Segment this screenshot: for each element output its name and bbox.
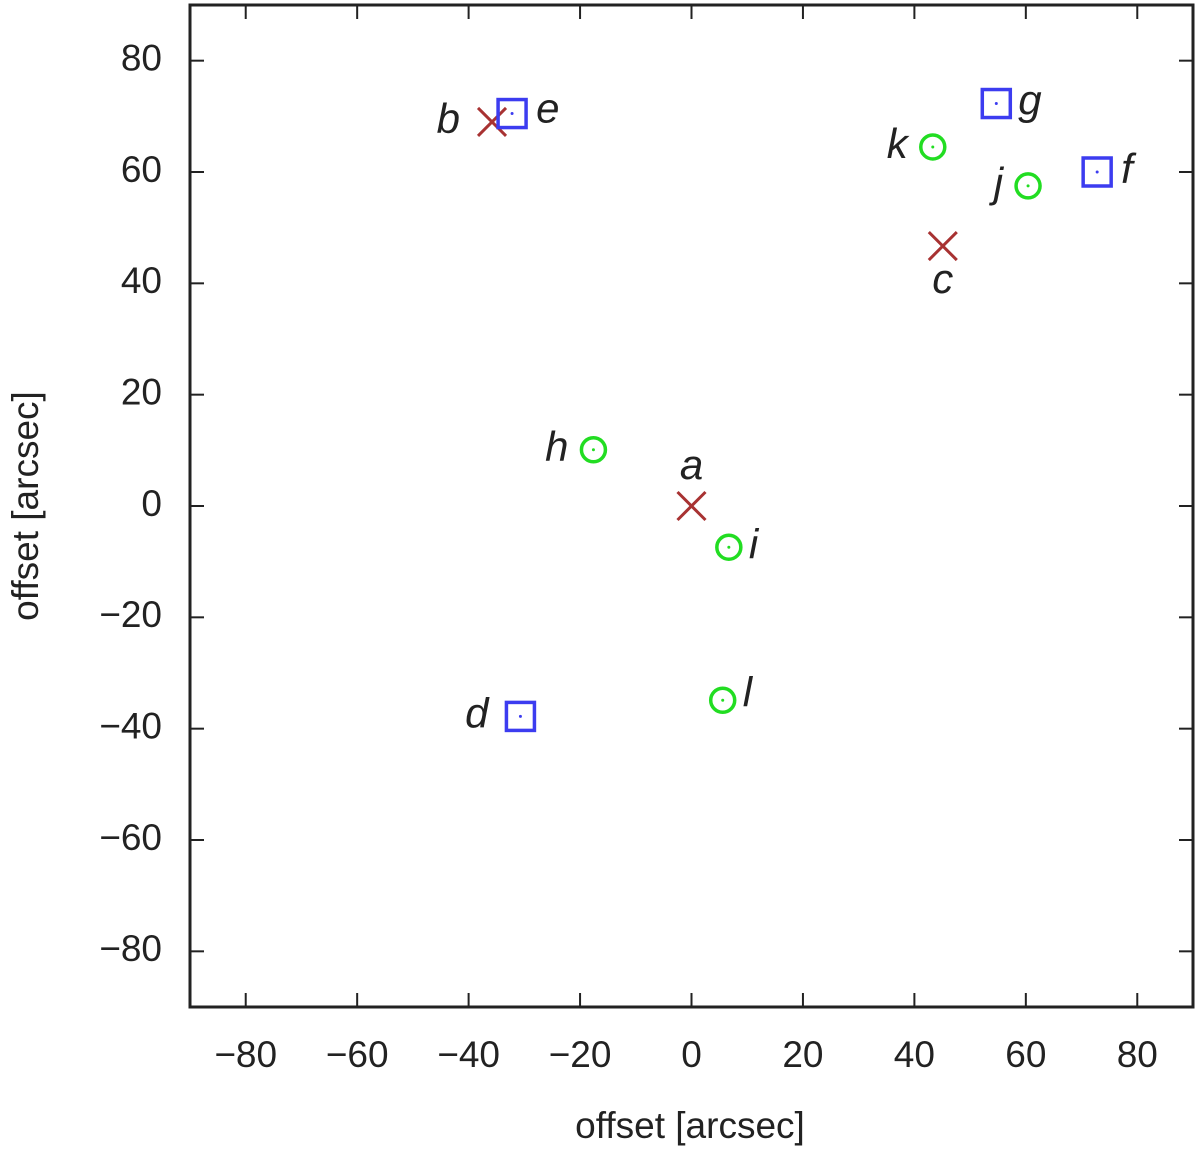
- center-dot: [931, 145, 935, 149]
- y-tick-label: 0: [141, 483, 162, 524]
- circle-marker: [1014, 172, 1042, 200]
- point-label: e: [536, 85, 559, 132]
- point: [927, 230, 958, 262]
- center-dot: [518, 714, 522, 718]
- center-dot: [1095, 170, 1099, 174]
- circle-marker: [579, 436, 608, 464]
- point: [476, 106, 508, 137]
- square-marker: [496, 97, 528, 130]
- point: [715, 533, 743, 561]
- square-marker: [504, 700, 537, 733]
- y-tick-label: −40: [99, 705, 162, 746]
- center-dot: [591, 448, 595, 452]
- point-label: k: [887, 120, 910, 167]
- y-tick-label: 20: [121, 371, 162, 412]
- y-tick-label: 60: [121, 149, 162, 190]
- y-tick-label: −20: [99, 594, 162, 635]
- point: [708, 686, 737, 715]
- point: [919, 133, 947, 161]
- x-tick-label: 60: [1005, 1034, 1046, 1075]
- center-dot: [721, 698, 725, 702]
- point: [496, 97, 528, 130]
- point-label: j: [989, 159, 1005, 206]
- point-label: c: [932, 255, 953, 302]
- y-tick-label: −80: [99, 928, 162, 969]
- point: [504, 700, 537, 733]
- circle-marker: [919, 133, 947, 161]
- point-label: b: [437, 95, 460, 142]
- center-dot: [510, 112, 514, 116]
- point: [676, 490, 707, 522]
- circle-marker: [715, 533, 743, 561]
- point-label: g: [1018, 77, 1041, 124]
- x-tick-label: 40: [894, 1034, 935, 1075]
- x-tick-label: −20: [549, 1034, 612, 1075]
- point-label: a: [680, 441, 703, 488]
- point: [980, 87, 1013, 120]
- point: [1081, 156, 1113, 188]
- point-label: l: [743, 668, 754, 715]
- y-tick-label: 80: [121, 37, 162, 78]
- x-axis-label: offset [arcsec]: [575, 1105, 805, 1146]
- x-marker: [476, 106, 508, 137]
- x-tick-label: 0: [681, 1034, 702, 1075]
- x-tick-label: 20: [782, 1034, 823, 1075]
- x-tick-label: −60: [326, 1034, 389, 1075]
- center-dot: [994, 102, 998, 106]
- center-dot: [727, 545, 731, 549]
- y-tick-label: −60: [99, 817, 162, 858]
- point-label: d: [465, 690, 490, 737]
- point: [579, 436, 608, 464]
- x-tick-label: −40: [437, 1034, 500, 1075]
- square-marker: [980, 87, 1013, 120]
- x-marker: [927, 230, 958, 262]
- point-label: h: [545, 423, 568, 470]
- y-axis-label: offset [arcsec]: [5, 391, 46, 621]
- x-marker: [676, 490, 707, 522]
- point-label: f: [1121, 145, 1137, 192]
- x-tick-label: 80: [1117, 1034, 1158, 1075]
- circle-marker: [708, 686, 737, 715]
- square-marker: [1081, 156, 1113, 188]
- y-tick-label: 40: [121, 260, 162, 301]
- point-label: i: [749, 520, 760, 567]
- point: [1014, 172, 1042, 200]
- x-tick-label: −80: [214, 1034, 277, 1075]
- center-dot: [1026, 184, 1030, 188]
